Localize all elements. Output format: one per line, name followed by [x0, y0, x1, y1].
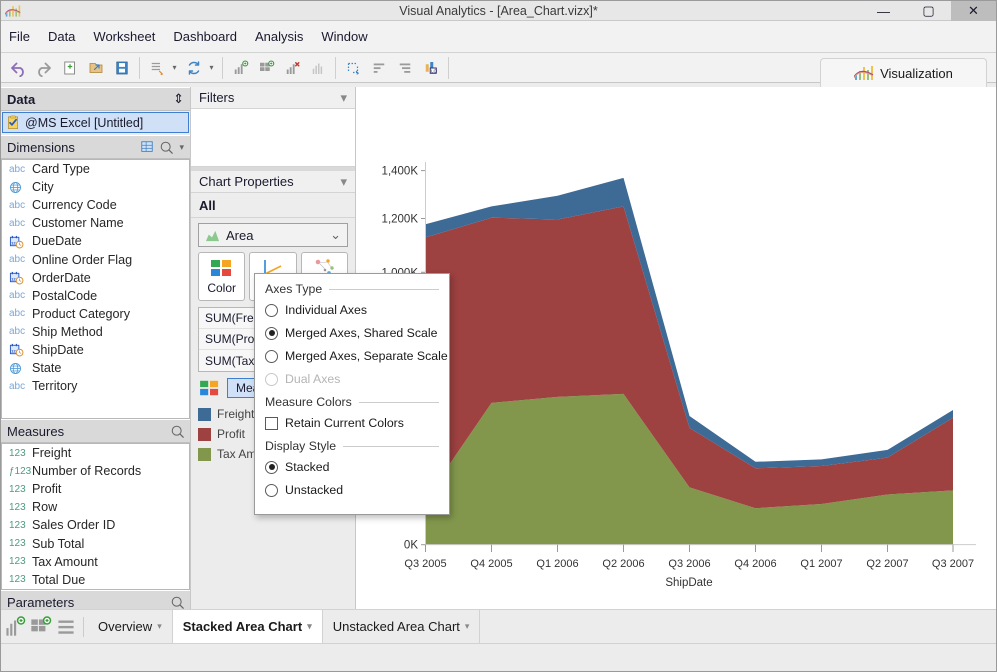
svg-text:Q1 2006: Q1 2006: [536, 558, 578, 570]
svg-text:LO: LO: [431, 68, 438, 73]
svg-text:ShipDate: ShipDate: [665, 577, 712, 589]
svg-text:0K: 0K: [404, 540, 418, 552]
svg-text:1,200K: 1,200K: [382, 214, 419, 226]
svg-text:Q2 2006: Q2 2006: [602, 558, 644, 570]
svg-text:12: 12: [11, 240, 16, 245]
svg-text:Q3 2006: Q3 2006: [668, 558, 710, 570]
svg-text:Q3 2005: Q3 2005: [404, 558, 446, 570]
svg-text:Q1 2007: Q1 2007: [800, 558, 842, 570]
svg-text:1,400K: 1,400K: [382, 166, 419, 178]
svg-text:Q3 2007: Q3 2007: [932, 558, 974, 570]
svg-text:12: 12: [11, 276, 16, 281]
svg-text:Q2 2007: Q2 2007: [866, 558, 908, 570]
svg-text:Q4 2006: Q4 2006: [734, 558, 776, 570]
svg-text:Q4 2005: Q4 2005: [470, 558, 512, 570]
svg-text:12: 12: [11, 349, 16, 354]
